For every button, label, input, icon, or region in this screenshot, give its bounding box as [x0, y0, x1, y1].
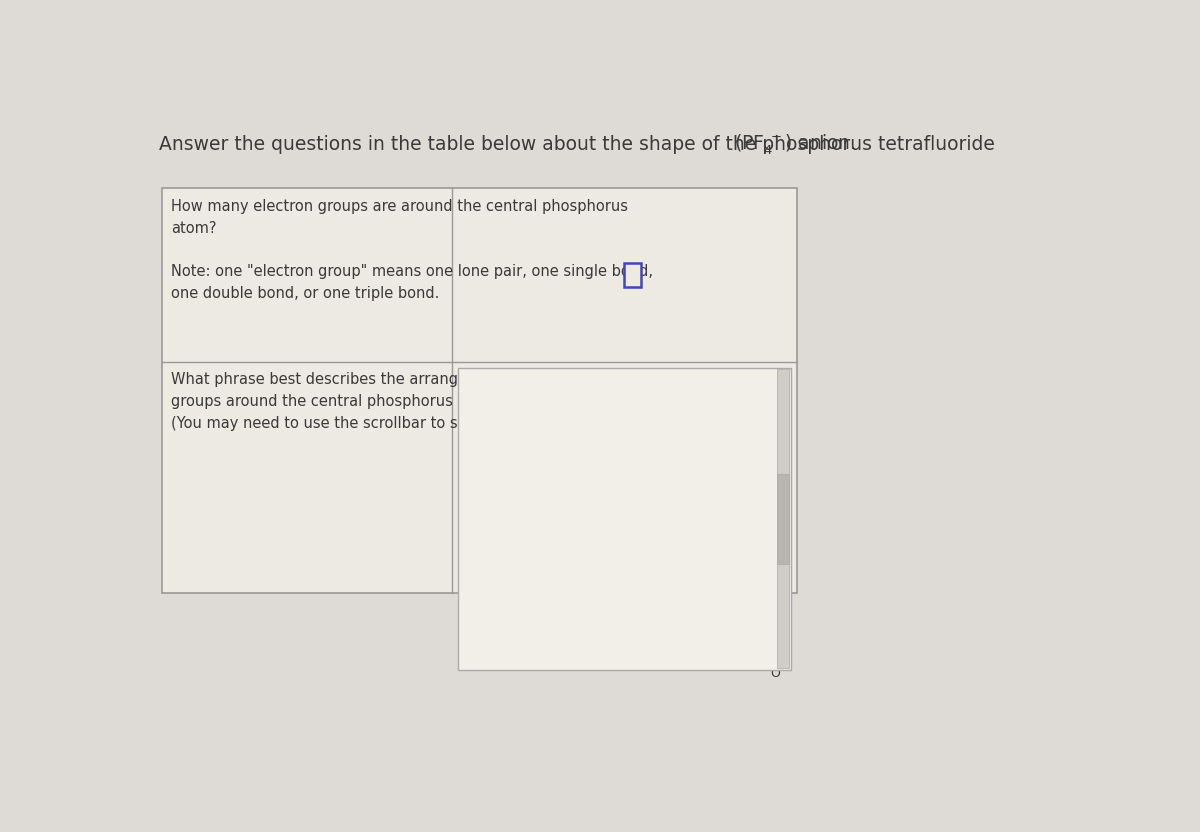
FancyBboxPatch shape	[776, 369, 790, 668]
Text: T-shaped: T-shaped	[473, 443, 539, 458]
Text: tetrahedral: tetrahedral	[473, 551, 554, 566]
Text: How many electron groups are around the central phosphorus
atom?

Note: one "ele: How many electron groups are around the …	[170, 199, 653, 300]
FancyBboxPatch shape	[624, 264, 641, 286]
Text: $\left(\mathregular{PF}_4^{\ -}\right)$ anion.: $\left(\mathregular{PF}_4^{\ -}\right)$ …	[734, 132, 856, 156]
FancyBboxPatch shape	[458, 368, 791, 670]
Text: bent: bent	[473, 422, 505, 437]
Text: trigonal pyramidal: trigonal pyramidal	[473, 487, 607, 502]
Text: What phrase best describes the arrangement of these electron
groups around the c: What phrase best describes the arrangeme…	[170, 373, 634, 431]
Text: linear: linear	[473, 400, 514, 415]
Text: sawhorse: sawhorse	[473, 572, 542, 587]
Text: octahedral: octahedral	[473, 616, 551, 631]
Text: ✓ (choose one): ✓ (choose one)	[464, 375, 577, 390]
Text: O: O	[770, 667, 780, 680]
FancyBboxPatch shape	[162, 188, 797, 592]
Text: Answer the questions in the table below about the shape of the phosphorus tetraf: Answer the questions in the table below …	[160, 135, 1001, 154]
Text: trigonal bipyramidal: trigonal bipyramidal	[473, 594, 620, 609]
Text: square pyramidal: square pyramidal	[473, 529, 601, 544]
Text: square planar: square planar	[473, 508, 574, 523]
FancyBboxPatch shape	[776, 474, 790, 563]
Text: trigonal planar: trigonal planar	[473, 465, 581, 480]
